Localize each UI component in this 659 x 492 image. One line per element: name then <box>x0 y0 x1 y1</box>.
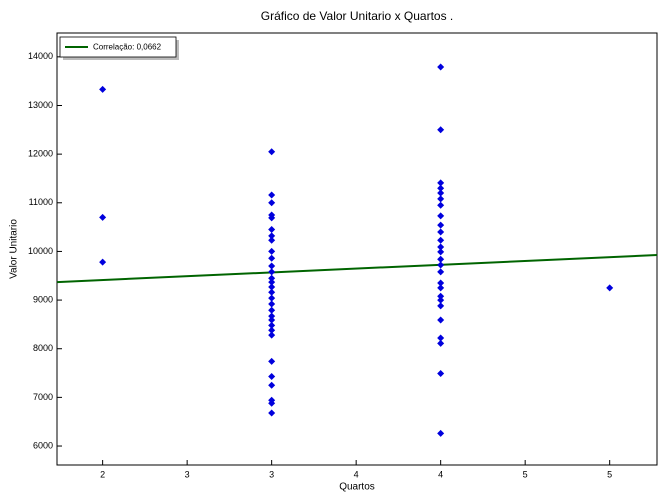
point <box>268 283 276 291</box>
point <box>268 236 276 244</box>
y-tick-label: 14000 <box>28 51 53 61</box>
point <box>268 316 276 324</box>
point <box>437 334 445 342</box>
point <box>268 312 276 320</box>
x-axis-label: Quartos <box>339 482 375 492</box>
point <box>268 294 276 302</box>
point <box>268 274 276 282</box>
point <box>437 255 445 263</box>
x-tick-label: 5 <box>523 469 528 479</box>
point <box>268 268 276 276</box>
point <box>437 279 445 287</box>
point <box>268 247 276 255</box>
point <box>437 201 445 209</box>
point <box>437 195 445 203</box>
point <box>268 321 276 329</box>
point <box>437 189 445 197</box>
legend-box <box>59 36 177 58</box>
point <box>268 409 276 417</box>
x-tick-label: 4 <box>438 469 443 479</box>
x-tick-label: 2 <box>100 469 105 479</box>
point <box>268 357 276 365</box>
point <box>437 429 445 437</box>
point <box>437 292 445 300</box>
point <box>437 221 445 229</box>
x-tick-label: 3 <box>185 469 190 479</box>
point <box>268 306 276 314</box>
point <box>437 261 445 269</box>
point <box>437 184 445 192</box>
point <box>268 191 276 199</box>
point <box>437 236 445 244</box>
point <box>268 148 276 156</box>
x-tick-label: 3 <box>269 469 274 479</box>
point <box>437 248 445 256</box>
point <box>437 126 445 134</box>
point <box>268 288 276 296</box>
point <box>268 254 276 262</box>
point <box>437 370 445 378</box>
y-tick-label: 12000 <box>28 149 53 159</box>
y-tick-label: 9000 <box>33 294 53 304</box>
x-tick-label: 5 <box>607 469 612 479</box>
y-axis-label: Valor Unitario <box>9 219 20 279</box>
point <box>268 372 276 380</box>
x-tick-label: 4 <box>354 469 359 479</box>
point <box>268 300 276 308</box>
point <box>437 302 445 310</box>
point <box>437 228 445 236</box>
point <box>437 339 445 347</box>
trend-line <box>56 254 658 284</box>
point <box>268 232 276 240</box>
point <box>268 226 276 234</box>
point <box>437 212 445 220</box>
point <box>268 381 276 389</box>
y-tick-label: 10000 <box>28 246 53 256</box>
point <box>268 326 276 334</box>
chart-title: Gráfico de Valor Unitario x Quartos . <box>261 9 454 23</box>
y-tick-label: 6000 <box>33 440 53 450</box>
point <box>268 262 276 270</box>
point <box>99 258 107 266</box>
point <box>437 316 445 324</box>
point <box>268 278 276 286</box>
legend-label: Correlação: 0,0662 <box>93 43 162 52</box>
point <box>437 179 445 187</box>
point <box>437 63 445 71</box>
y-tick-label: 7000 <box>33 392 53 402</box>
point <box>606 284 614 292</box>
point <box>437 296 445 304</box>
point <box>268 399 276 407</box>
point <box>268 214 276 222</box>
point <box>99 85 107 93</box>
point <box>437 243 445 251</box>
plot-frame <box>56 32 658 466</box>
y-tick-label: 11000 <box>29 197 53 207</box>
y-tick-label: 13000 <box>28 100 53 110</box>
point <box>268 199 276 207</box>
point <box>437 284 445 292</box>
point <box>99 213 107 221</box>
point <box>268 331 276 339</box>
point <box>437 268 445 276</box>
y-tick-label: 8000 <box>33 343 53 353</box>
